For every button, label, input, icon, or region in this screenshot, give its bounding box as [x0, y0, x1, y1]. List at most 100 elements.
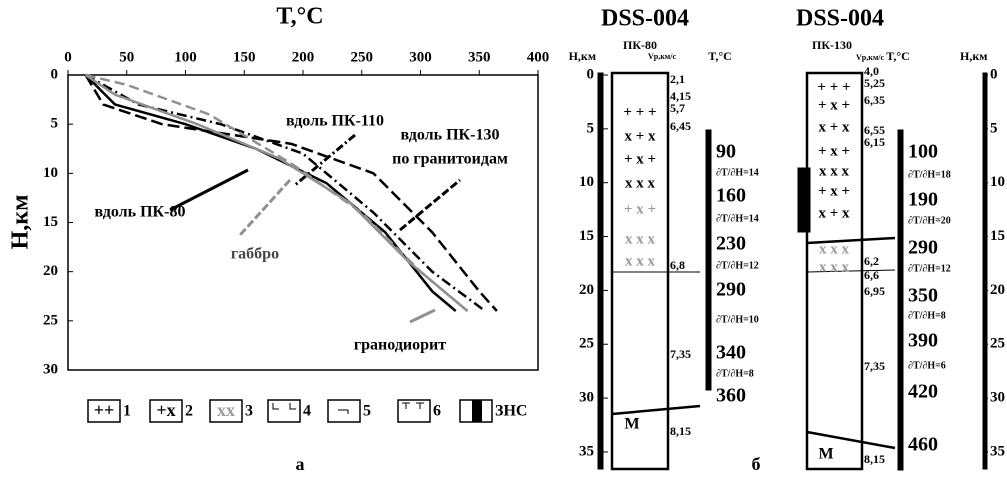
gradient-label: ∂T/∂H=12 — [908, 263, 951, 274]
gradient-label: ∂T/∂H=12 — [716, 260, 759, 271]
annotation: вдоль ПК-130 — [401, 127, 500, 144]
gradient-label: ∂T/∂H=14 — [716, 167, 759, 178]
annotation: вдоль ПК-110 — [286, 113, 384, 130]
legend-swatch — [87, 399, 121, 423]
v-label: Vp,км/с — [648, 52, 677, 61]
temperature-label: 230 — [716, 233, 746, 255]
gradient-label: ∂T/∂H=20 — [908, 215, 951, 226]
legend-symbol: +x — [156, 400, 175, 420]
gradient-label: ∂T/∂H=10 — [716, 314, 759, 325]
moho-label: M — [818, 446, 833, 463]
t-label: T,°C — [886, 49, 910, 63]
depth-tick-label: 20 — [990, 282, 1005, 298]
velocity-label: 6,45 — [670, 119, 691, 133]
temperature-label: 340 — [716, 342, 746, 364]
annotation: по гранитоидам — [392, 151, 508, 168]
legend-swatch — [149, 399, 183, 423]
rock-symbols: x x x — [819, 163, 850, 179]
column-title: DSS-004 — [601, 6, 689, 32]
rock-symbols: x x x — [625, 175, 656, 191]
x-tick-label: 250 — [351, 49, 374, 65]
gradient-label: ∂T/∂H=18 — [908, 169, 951, 180]
depth-tick-label: 25 — [579, 336, 594, 352]
legend-symbol — [402, 402, 424, 409]
x-tick-label: 350 — [468, 49, 491, 65]
gradient-label: ∂T/∂H=14 — [716, 213, 759, 224]
rock-symbols: x + x — [818, 205, 850, 221]
depth-tick-label: 15 — [990, 228, 1005, 244]
y-tick-label: 15 — [43, 214, 58, 230]
temperature-label: 460 — [908, 434, 938, 456]
y-tick-label: 30 — [43, 361, 58, 377]
velocity-label: 6,95 — [864, 284, 885, 298]
depth-tick-label: 25 — [990, 336, 1005, 352]
velocity-label: 6,2 — [864, 254, 879, 268]
h-label: H,км — [569, 49, 596, 63]
column-profile: ПК-80 — [623, 38, 657, 52]
rock-symbols: x x x — [625, 253, 656, 269]
temperature-label: 190 — [908, 189, 938, 211]
depth-tick-label: 10 — [579, 174, 594, 190]
depth-tick-label: 30 — [990, 390, 1005, 406]
y-tick-label: 5 — [51, 116, 59, 132]
moho-label: M — [624, 416, 639, 433]
velocity-label: 2,1 — [670, 72, 685, 86]
velocity-label: 8,15 — [670, 424, 691, 438]
legend-label: 6 — [433, 403, 441, 420]
depth-tick-label: 0 — [587, 66, 595, 82]
temperature-curve — [84, 74, 498, 312]
legend-swatch — [267, 399, 301, 423]
temperature-label: 100 — [908, 141, 938, 163]
legend-swatch — [397, 399, 431, 423]
column-title: DSS-004 — [796, 6, 884, 32]
y-label: H,км — [8, 195, 34, 250]
x-tick-label: 150 — [233, 49, 256, 65]
rock-symbols: + x + — [624, 151, 656, 167]
temperature-label: 350 — [908, 285, 938, 307]
rock-symbols: + + + — [623, 104, 656, 120]
legend-symbol — [338, 409, 349, 414]
rock-symbols: + + + — [817, 79, 850, 95]
y-tick-label: 0 — [51, 66, 59, 82]
legend-symbol: ++ — [94, 400, 115, 420]
x-tick-label: 400 — [527, 49, 550, 65]
depth-tick-label: 10 — [990, 174, 1005, 190]
velocity-label: 6,8 — [670, 258, 685, 272]
temperature-label: 160 — [716, 185, 746, 207]
velocity-label: 5,7 — [670, 101, 685, 115]
temperature-label: 420 — [908, 381, 938, 403]
velocity-label: 7,35 — [864, 359, 885, 373]
depth-tick-label: 35 — [990, 443, 1005, 459]
rock-symbols: + x + — [818, 183, 850, 199]
legend-symbol: xx — [217, 400, 235, 420]
columns-layout — [597, 71, 988, 471]
depth-tick-label: 5 — [587, 120, 595, 136]
legend-label: 2 — [185, 403, 193, 420]
temperature-curve — [84, 73, 469, 312]
rock-symbols: x + x — [818, 119, 850, 135]
temperature-label: 290 — [908, 237, 938, 259]
rock-symbols: x + x — [624, 128, 656, 144]
depth-tick-label: 30 — [579, 390, 594, 406]
depth-tick-label: 20 — [579, 282, 594, 298]
legend-label: 3 — [245, 403, 253, 420]
column-profile: ПК-130 — [812, 38, 852, 52]
temperature-label: 290 — [716, 279, 746, 301]
panel-label: а — [296, 454, 305, 474]
x-tick-label: 0 — [64, 49, 72, 65]
velocity-label: 6,55 — [864, 123, 885, 137]
rock-symbols: x x x — [819, 241, 850, 257]
y-tick-label: 10 — [43, 165, 58, 181]
temperature-curve — [84, 74, 457, 312]
v-label: Vp,км/с — [856, 53, 885, 62]
temperature-label: 360 — [716, 385, 746, 407]
annotation: габбро — [231, 246, 279, 263]
velocity-label: 6,6 — [864, 268, 879, 282]
annotation: гранодиорит — [354, 337, 446, 354]
y-tick-label: 25 — [43, 312, 58, 328]
rock-symbols: x x x — [625, 231, 656, 247]
x-tick-label: 300 — [409, 49, 432, 65]
gradient-label: ∂T/∂H=8 — [908, 310, 946, 321]
x-tick-label: 50 — [119, 49, 134, 65]
